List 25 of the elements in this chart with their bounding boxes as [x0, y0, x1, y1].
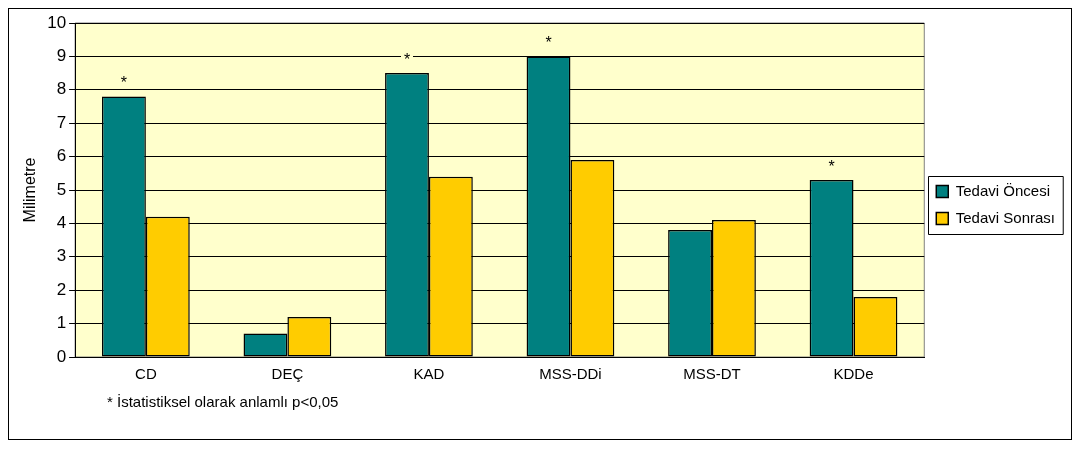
y-tick-label: 9 — [56, 46, 67, 66]
x-tick-label: CD — [135, 365, 157, 383]
y-tick-label: 7 — [56, 112, 67, 132]
y-tick-label: 10 — [47, 12, 67, 32]
annotation: * — [545, 34, 552, 52]
y-tick-label: 4 — [56, 213, 67, 233]
y-tick-label: 5 — [56, 179, 67, 199]
y-tick-label: 0 — [56, 346, 67, 366]
x-tick-label: MSS-DT — [683, 365, 741, 383]
y-tick-label: 6 — [56, 146, 67, 166]
y-tick-label: 8 — [56, 79, 67, 99]
y-tick-label: 1 — [56, 313, 67, 333]
x-tick-label: KAD — [413, 365, 445, 383]
legend-label: Tedavi Öncesi — [955, 181, 1050, 199]
annotation: * — [120, 74, 128, 92]
y-tick-label: 3 — [56, 246, 67, 266]
annotation: * — [828, 157, 835, 175]
text: * İstatistiksel olarak anlamlı p<0,05 — [107, 393, 339, 410]
x-tick-label: MSS-DDi — [539, 365, 602, 383]
legend-label: Tedavi Sonrası — [955, 208, 1056, 226]
x-tick-label: KDDe — [833, 365, 874, 383]
y-axis-title: Milimetre — [21, 157, 39, 223]
annotation: * — [403, 51, 411, 69]
y-tick-label: 2 — [56, 279, 67, 299]
x-tick-label: DEÇ — [271, 365, 304, 383]
